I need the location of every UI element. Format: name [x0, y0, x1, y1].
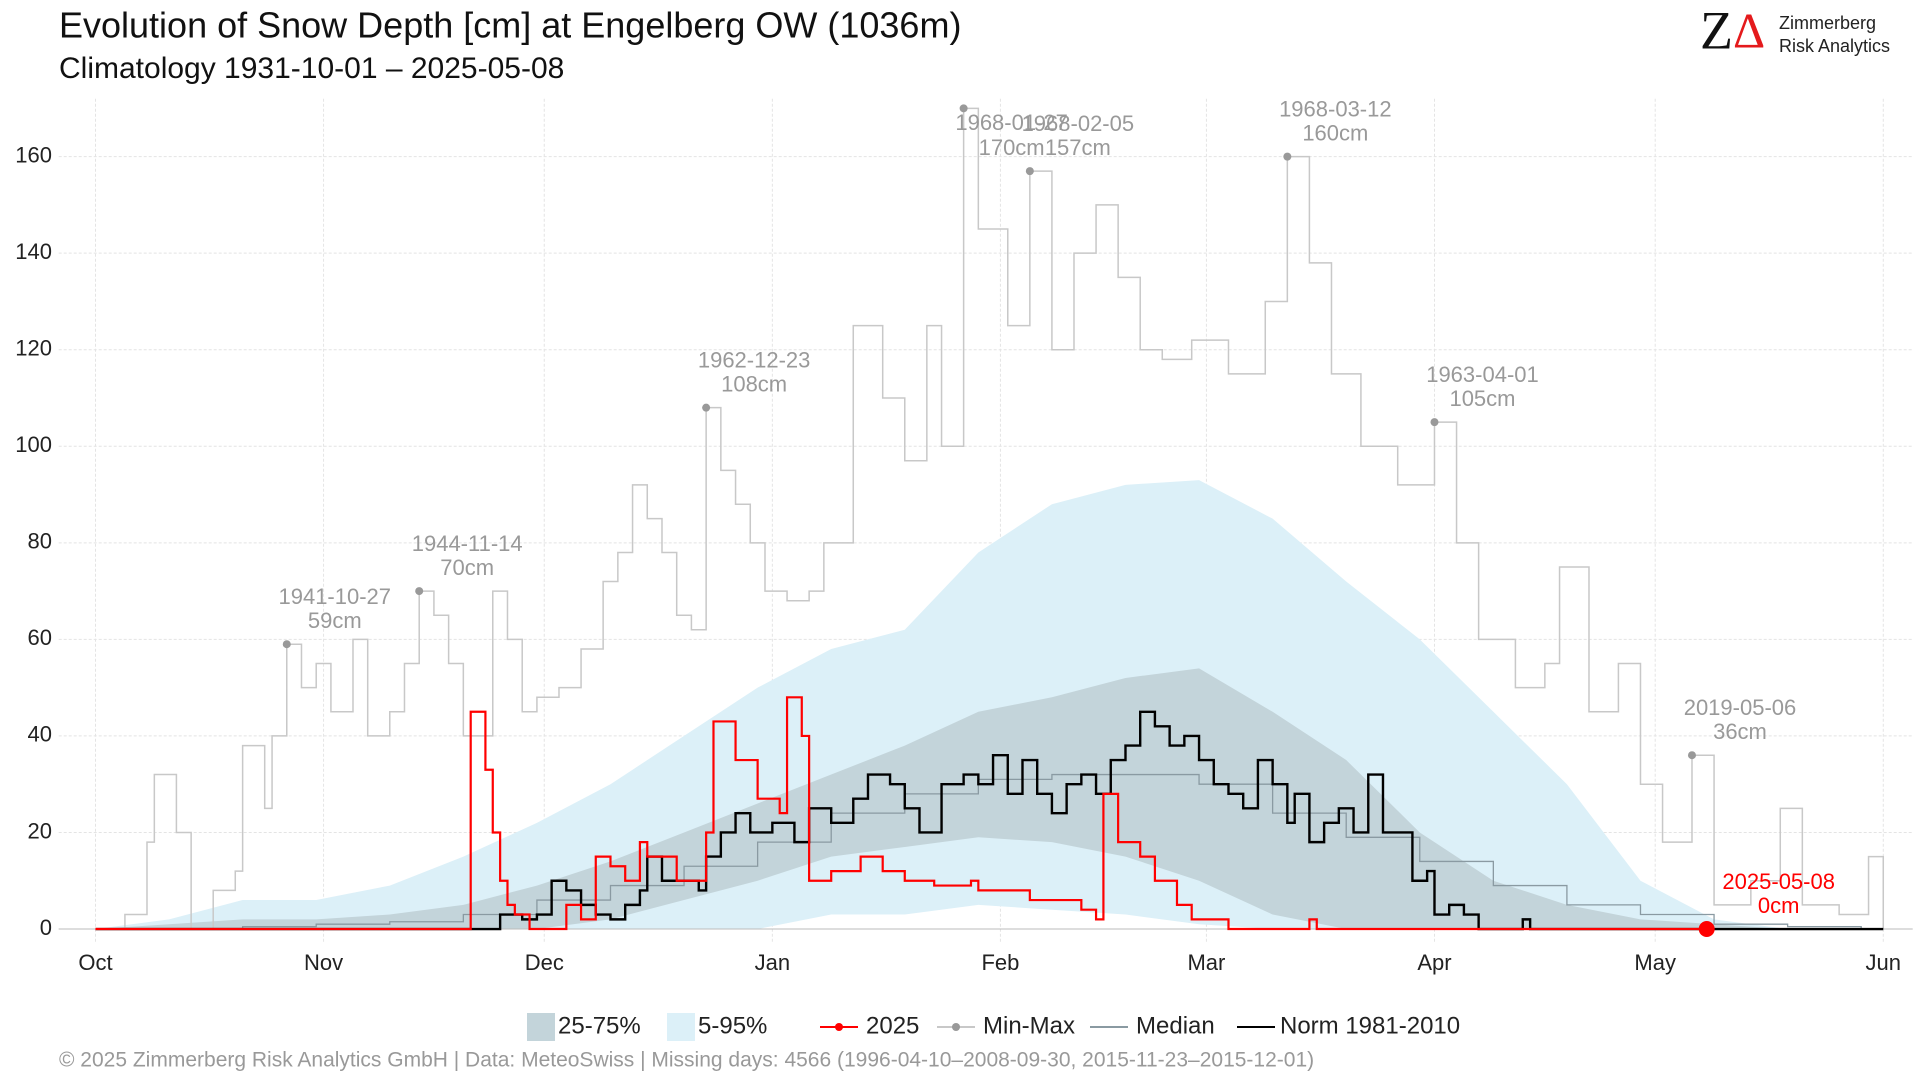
- annotation-date: 1962-12-23: [698, 347, 811, 372]
- annotation-value: 36cm: [1713, 719, 1767, 744]
- band: [95, 668, 1862, 930]
- footer: © 2025 Zimmerberg Risk Analytics GmbH | …: [59, 1049, 1314, 1072]
- annotation-dot: [1430, 418, 1439, 427]
- annotation-value: 70cm: [440, 555, 494, 580]
- band: [95, 480, 1862, 930]
- y-tick-label: 80: [28, 529, 52, 554]
- logo-line1: Zimmerberg: [1779, 13, 1876, 33]
- annotation-date: 1968-02-05: [1022, 111, 1135, 136]
- y-tick-label: 60: [28, 625, 52, 650]
- x-tick-label: Nov: [304, 950, 343, 975]
- series-line: [95, 696, 1707, 931]
- logo-mark: Z: [1700, 0, 1733, 60]
- x-tick-label: Dec: [525, 950, 564, 975]
- legend-dot: [952, 1023, 960, 1031]
- annotation-dot: [415, 587, 424, 596]
- legend-label: Median: [1136, 1012, 1215, 1039]
- annotation-dot: [1283, 152, 1292, 161]
- annotation-date: 1963-04-01: [1426, 362, 1539, 387]
- annotation-value: 59cm: [308, 608, 362, 633]
- annotation-date: 1944-11-14: [412, 531, 523, 556]
- x-tick-label: Jan: [755, 950, 790, 975]
- legend-label: 2025: [866, 1012, 919, 1039]
- legend-label: 25-75%: [558, 1012, 641, 1039]
- chart-title: Evolution of Snow Depth [cm] at Engelber…: [59, 5, 961, 46]
- series-line: [95, 710, 1884, 931]
- annotation-value: 157cm: [1045, 135, 1111, 160]
- annotation-value: 160cm: [1302, 120, 1368, 145]
- y-tick-label: 40: [28, 722, 52, 747]
- last-dot: [1698, 921, 1715, 938]
- annotation-value: 170cm: [979, 135, 1045, 160]
- y-tick-label: 140: [15, 239, 52, 264]
- y-tick-label: 20: [28, 818, 52, 843]
- legend-label: Min-Max: [983, 1012, 1075, 1039]
- x-tick-label: Apr: [1417, 950, 1451, 975]
- legend-label: 5-95%: [698, 1012, 767, 1039]
- annotation-dot: [1025, 167, 1034, 176]
- chart-subtitle: Climatology 1931-10-01 – 2025-05-08: [59, 52, 564, 85]
- logo-delta: Δ: [1733, 2, 1765, 58]
- x-tick-label: Mar: [1187, 950, 1225, 975]
- annotation-date: 1941-10-27: [278, 584, 391, 609]
- annotation-dot: [1687, 751, 1696, 760]
- logo-line2: Risk Analytics: [1779, 36, 1890, 56]
- x-tick-label: Jun: [1866, 950, 1901, 975]
- legend-swatch: [527, 1013, 555, 1041]
- y-tick-label: 160: [15, 142, 52, 167]
- legend-dot: [835, 1023, 843, 1031]
- y-tick-label: 120: [15, 336, 52, 361]
- x-tick-label: May: [1634, 950, 1676, 975]
- legend-label: Norm 1981-2010: [1280, 1012, 1460, 1039]
- annotation-dot: [702, 403, 711, 412]
- x-tick-label: Feb: [981, 950, 1019, 975]
- y-tick-label: 0: [40, 915, 52, 940]
- annotation-date: 2019-05-06: [1684, 695, 1797, 720]
- annotation-date: 1968-01-27: [955, 110, 1068, 135]
- last-value: 0cm: [1758, 893, 1800, 918]
- annotation-value: 105cm: [1449, 386, 1515, 411]
- y-tick-label: 100: [15, 432, 52, 457]
- x-tick-label: Oct: [78, 950, 112, 975]
- annotation-dot: [282, 640, 291, 649]
- annotation-dot: [959, 104, 968, 113]
- legend-swatch: [667, 1013, 695, 1041]
- series-line: [95, 107, 1885, 930]
- annotation-date: 1968-03-12: [1279, 96, 1392, 121]
- last-date: 2025-05-08: [1722, 869, 1835, 894]
- annotation-value: 108cm: [721, 371, 787, 396]
